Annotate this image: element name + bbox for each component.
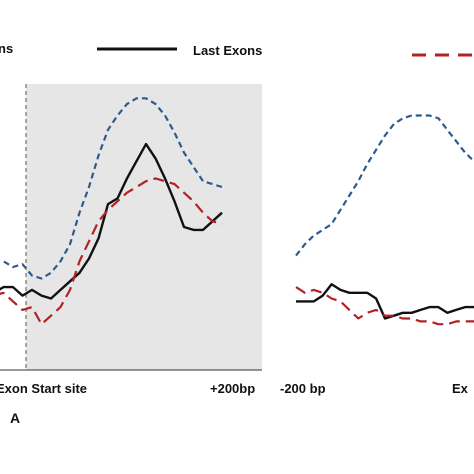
panel-b-series-2-line	[296, 283, 474, 320]
x-tick-exon-start: Exon Start site	[0, 381, 87, 396]
panel-a-series-1-line	[0, 97, 223, 280]
panel-b-series-1-line	[295, 114, 474, 257]
panel-a-series-2-line	[0, 142, 223, 300]
legend-label-2: Last Exons	[193, 43, 262, 58]
panel-b: -200 bp Ex	[280, 114, 474, 396]
panel-label-a: A	[10, 410, 20, 426]
legend-label-1: ns	[0, 41, 13, 56]
panel-a-series-3-line	[0, 177, 223, 326]
panel-a: Exon Start site +200bp A	[0, 84, 262, 426]
legend: ns Last Exons	[0, 41, 474, 58]
shaded-region	[26, 84, 262, 370]
x-tick-exon: Ex	[452, 381, 469, 396]
x-tick-minus-200bp: -200 bp	[280, 381, 326, 396]
x-tick-plus-200bp: +200bp	[210, 381, 255, 396]
panel-b-series-3-line	[295, 286, 474, 326]
